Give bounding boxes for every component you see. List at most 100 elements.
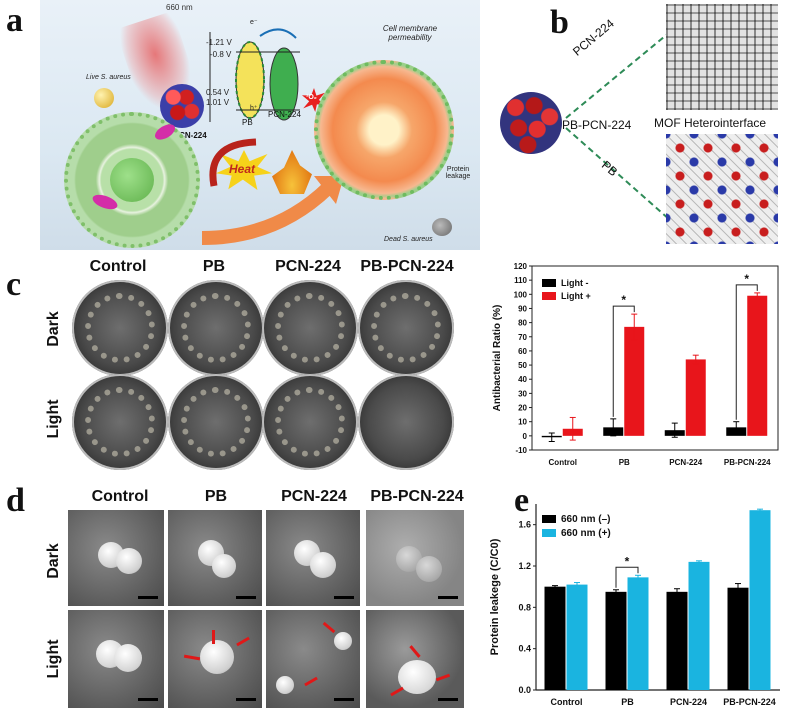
y-tick-label: 90	[518, 304, 527, 313]
bar	[727, 587, 749, 690]
sem-pcn-light	[266, 610, 360, 708]
legend-swatch	[542, 292, 556, 300]
column-header: PB	[202, 258, 226, 275]
bacterium-cell-icon	[212, 554, 236, 578]
nanoparticle-icon	[500, 92, 562, 154]
row-header: Dark	[45, 311, 62, 347]
y-tick-label: 50	[518, 361, 527, 370]
legend-label: 660 nm (+)	[561, 528, 611, 539]
panel-c-label: c	[6, 266, 22, 303]
column-header: Control	[89, 258, 147, 275]
panel-d-label: d	[6, 482, 25, 519]
dead-bacterium-label: Dead S. aureus	[384, 236, 433, 243]
hole-label: h⁺	[250, 105, 258, 112]
bacterium-cell-icon	[334, 632, 352, 650]
y-tick-label: 0.8	[518, 602, 531, 612]
pcn-framework-icon	[666, 4, 778, 110]
heterointerface-label: MOF Heterointerface	[654, 116, 767, 130]
panel-e-label: e	[514, 482, 530, 519]
panel-e: e 0.0 0.4 0.8 1.2 1.6 Protein leakege (C/C0) C…	[478, 480, 790, 714]
y-tick-label: 0	[523, 432, 528, 441]
pb-framework-icon	[666, 134, 778, 244]
scale-bar	[236, 698, 256, 701]
live-bacterium-label: Live S. aureus	[86, 74, 131, 81]
petri-dish-control-dark	[72, 280, 168, 376]
y-tick-label: 70	[518, 333, 527, 342]
y-tick-label: 110	[514, 276, 527, 285]
dead-bacterium-icon	[432, 218, 452, 236]
y-tick-label: 20	[518, 404, 527, 413]
scale-bar	[334, 596, 354, 599]
x-tick-label: Control	[551, 697, 583, 707]
protein-leakage-label: Protein leakage	[445, 166, 471, 180]
legend-label: Light +	[561, 291, 591, 301]
significance-bracket	[612, 305, 635, 417]
bar	[688, 561, 710, 690]
y-tick-label: 100	[514, 290, 528, 299]
panel-c: c Control PB PCN-224 PB-PCN-224 Dark Lig…	[0, 250, 790, 480]
live-bacterium-icon	[94, 88, 114, 108]
potential-v3: 0.54 V	[206, 88, 230, 97]
scale-bar	[138, 698, 158, 701]
x-tick-label: PB-PCN-224	[724, 458, 771, 467]
plot-frame	[531, 265, 779, 451]
scale-bar	[438, 596, 458, 599]
y-tick-label: 10	[518, 418, 527, 427]
big-arrow-icon	[201, 176, 344, 245]
bacterium-cell-icon	[114, 644, 142, 672]
petri-dish-pcn-dark	[262, 280, 358, 376]
y-tick-label: 0.4	[518, 644, 531, 654]
protein-leakage-chart: 0.0 0.4 0.8 1.2 1.6 Protein leakege (C/C0) Con…	[489, 504, 780, 707]
y-tick-label: 60	[518, 347, 527, 356]
panel-d: d Control PB PCN-224 PB-PCN-224 Dark Lig…	[0, 480, 500, 714]
significance-bracket	[735, 284, 758, 420]
row-header: Light	[45, 639, 62, 679]
significance-star: *	[621, 293, 626, 307]
y-tick-label: 40	[518, 375, 527, 384]
significance-bracket	[615, 566, 639, 588]
x-tick-label: PB	[621, 697, 634, 707]
antibacterial-chart: -10 0 10 20 30 40 50 60 70 80 90 100 110 120 Antibacte…	[492, 262, 779, 467]
legend-swatch	[542, 529, 556, 537]
pb-pcn-particle-icon	[160, 84, 204, 128]
potential-v2: -0.8 V	[210, 50, 232, 59]
band-diagram	[209, 28, 300, 122]
live-cell-inner-icon	[110, 158, 154, 202]
petri-dish-pb-dark	[168, 280, 264, 376]
branch-lines	[565, 31, 671, 221]
y-tick-label: -10	[515, 446, 527, 455]
significance-star: *	[625, 554, 630, 568]
panel-b: b PCN-224 PB-PCN-224 PB MOF Heterointerf…	[490, 0, 790, 250]
bar	[544, 586, 566, 690]
legend-label: 660 nm (–)	[561, 514, 610, 525]
y-axis-label: Protein leakege (C/C0)	[489, 538, 501, 655]
bar	[685, 359, 706, 436]
branch-mid-label: PB-PCN-224	[562, 118, 632, 132]
bacterium-cell-icon	[398, 660, 436, 694]
bacterium-cell-icon	[416, 556, 442, 582]
pcn-band-label: PCN-224	[268, 110, 301, 119]
bar	[749, 510, 771, 690]
bar	[566, 584, 588, 690]
bar	[624, 326, 645, 436]
scale-bar	[236, 596, 256, 599]
y-tick-label: 0.0	[518, 685, 531, 695]
potential-v4: 1.01 V	[206, 98, 230, 107]
legend-swatch	[542, 279, 556, 287]
x-tick-label: PB	[619, 458, 630, 467]
scale-bar	[438, 698, 458, 701]
electron-label: e⁻	[250, 19, 258, 26]
x-tick-label: PCN-224	[670, 697, 707, 707]
bacterium-cell-icon	[200, 640, 234, 674]
panel-a: a 660 nm Live S. aureus PB-PCN-224 -1.21…	[0, 0, 480, 250]
dead-cell-icon	[314, 60, 454, 200]
x-tick-label: Control	[549, 458, 577, 467]
y-tick-label: 30	[518, 389, 527, 398]
bacterium-cell-icon	[116, 548, 142, 574]
column-header: PCN-224	[275, 258, 341, 275]
heat-arrow-icon	[209, 138, 257, 187]
column-header: PCN-224	[281, 488, 347, 505]
y-tick-label: 1.6	[518, 520, 531, 530]
row-header: Dark	[45, 543, 62, 579]
row-header: Light	[45, 399, 62, 439]
